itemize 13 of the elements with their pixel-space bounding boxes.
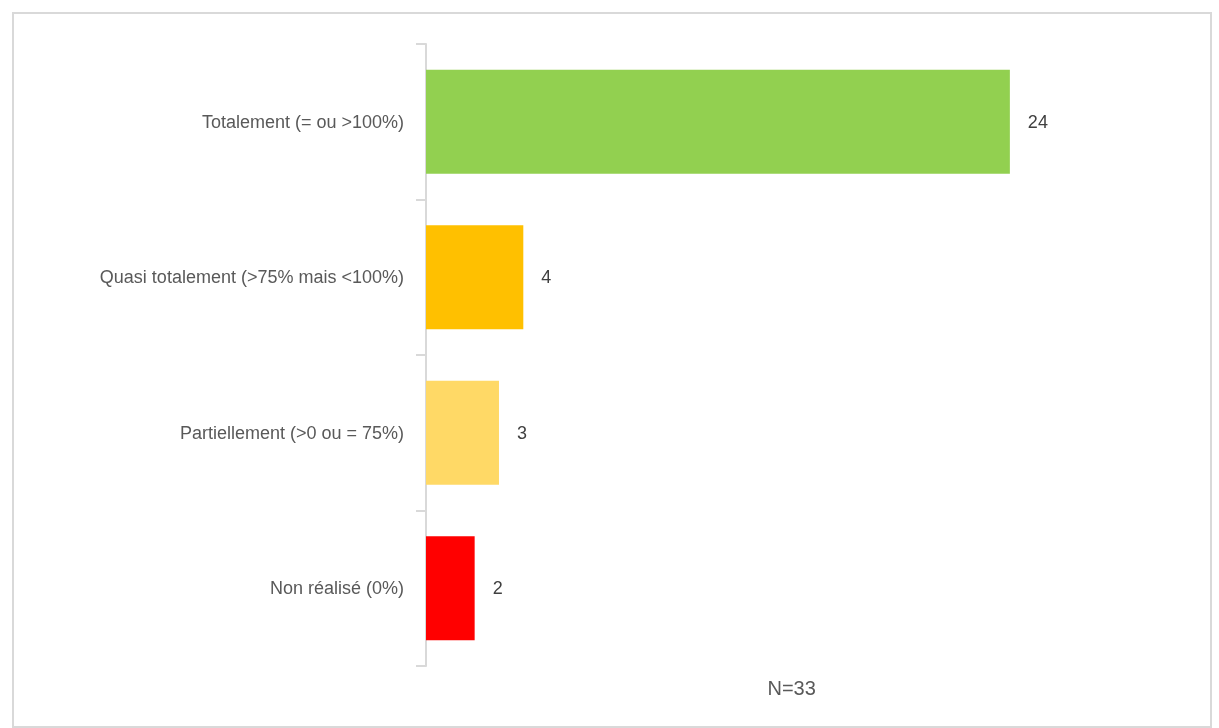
y-tick-label: Totalement (= ou >100%)	[201, 111, 404, 132]
data-label: 4	[541, 267, 552, 288]
bar	[426, 380, 499, 485]
bar	[426, 536, 475, 641]
y-tick-label: Partiellement (>0 ou = 75%)	[179, 422, 404, 443]
y-tick-label: Quasi totalement (>75% mais <100%)	[99, 267, 404, 288]
data-label: 24	[1027, 111, 1048, 132]
y-tick-label: Non réalisé (0%)	[269, 578, 404, 599]
bar	[426, 69, 1010, 174]
bar	[426, 225, 524, 330]
text: N=33	[767, 677, 816, 699]
data-label: 2	[492, 578, 503, 599]
data-label: 3	[516, 422, 527, 443]
